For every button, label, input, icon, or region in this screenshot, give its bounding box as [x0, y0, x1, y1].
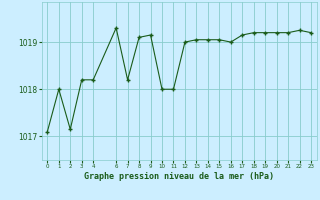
X-axis label: Graphe pression niveau de la mer (hPa): Graphe pression niveau de la mer (hPa) — [84, 172, 274, 181]
